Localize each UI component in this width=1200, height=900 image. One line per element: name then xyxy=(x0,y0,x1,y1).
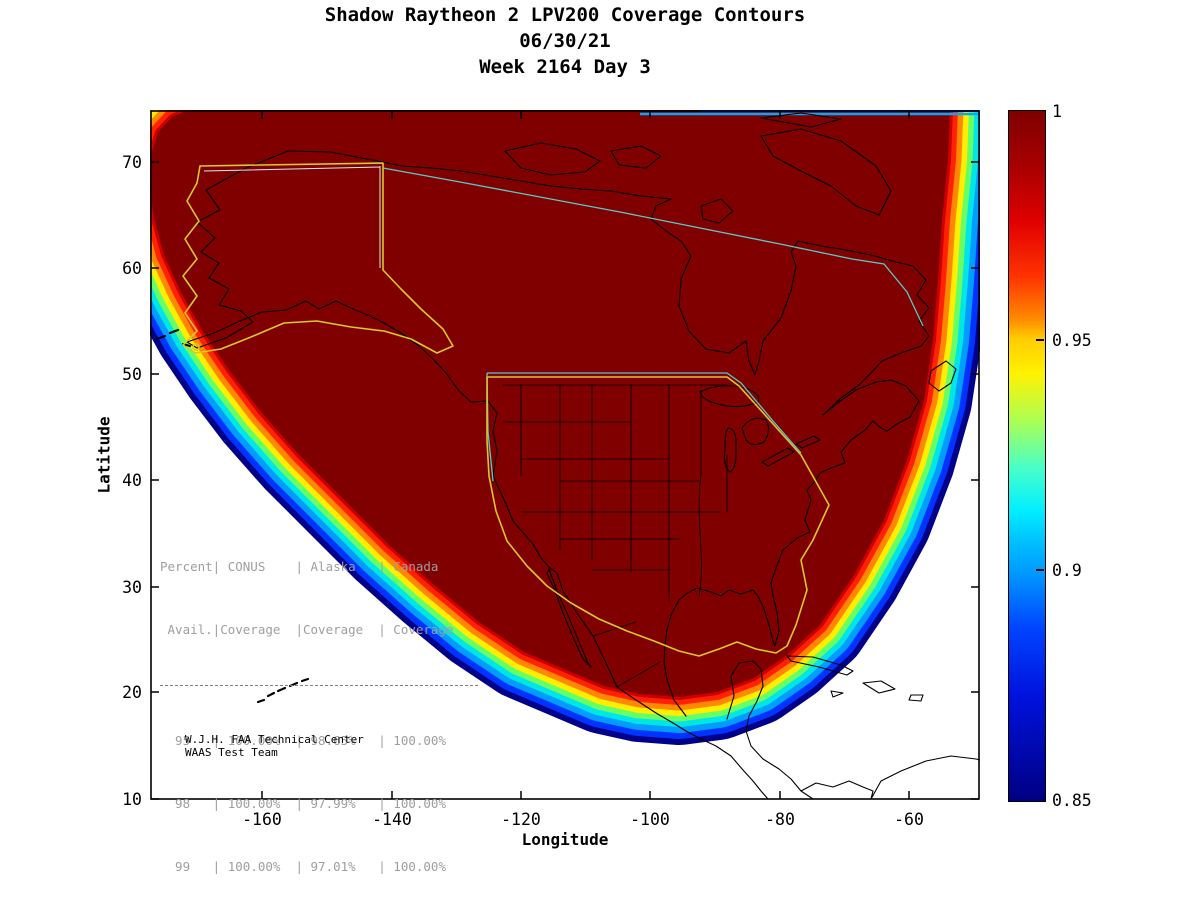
title-block: Shadow Raytheon 2 LPV200 Coverage Contou… xyxy=(150,2,980,80)
x-tick-label: -100 xyxy=(630,810,670,829)
table-row: 99 | 100.00% | 97.01% | 100.00% xyxy=(160,859,446,874)
y-axis-label: Latitude xyxy=(94,416,114,494)
y-tick-label: 60 xyxy=(122,259,142,278)
overlay-line-canada xyxy=(382,167,924,327)
colorbar-tick xyxy=(1036,339,1044,341)
islands-hawaii xyxy=(256,677,310,704)
x-tick-label: -60 xyxy=(894,810,924,829)
coastline-gulf-east-canada xyxy=(382,161,930,717)
y-tick-label: 70 xyxy=(122,153,142,172)
state-borders xyxy=(503,384,728,688)
x-tick-label: -140 xyxy=(372,810,412,829)
y-tick-label: 50 xyxy=(122,365,142,384)
table-row: 98 | 100.00% | 97.99% | 100.00% xyxy=(160,796,446,811)
x-tick-label: -120 xyxy=(501,810,541,829)
credit-block: W.J.H. FAA Technical Center WAAS Test Te… xyxy=(185,733,364,759)
colorbar-label: 0.85 xyxy=(1052,791,1092,810)
service-volume-alaska xyxy=(182,162,454,354)
axis-ticks xyxy=(151,111,979,800)
coastline-great-lakes xyxy=(699,385,821,473)
credit-line2: WAAS Test Team xyxy=(185,746,278,759)
colorbar-label: 1 xyxy=(1052,102,1062,121)
colorbar-label: 0.9 xyxy=(1052,561,1082,580)
coastline-caribbean xyxy=(726,655,980,800)
chart-title: Shadow Raytheon 2 LPV200 Coverage Contou… xyxy=(324,4,806,26)
x-axis-label: Longitude xyxy=(521,830,609,849)
y-tick-label: 10 xyxy=(122,790,142,809)
colorbar-tick xyxy=(1036,569,1044,571)
table-divider xyxy=(160,685,478,686)
coverage-map xyxy=(150,110,980,800)
table-header-row1: Percent| CONUS | Alaska | Canada xyxy=(160,559,439,574)
colorbar xyxy=(1008,110,1046,802)
table-header-row2: Avail.|Coverage |Coverage | Coverage xyxy=(160,622,454,637)
y-tick-label: 30 xyxy=(122,578,142,597)
overlay-line-alaska xyxy=(203,166,381,268)
colorbar-label: 0.95 xyxy=(1052,331,1092,350)
service-volume-marker xyxy=(192,343,200,351)
coastline-baja xyxy=(546,568,592,668)
y-tick-label: 20 xyxy=(122,683,142,702)
table-row: 95 | 100.00% | 98.65% | 100.00% xyxy=(160,733,446,748)
x-tick-label: -80 xyxy=(765,810,795,829)
availability-table: Percent| CONUS | Alaska | Canada Avail.|… xyxy=(160,514,478,900)
coastline-mainland xyxy=(186,150,769,800)
coastline-arctic-islands xyxy=(504,112,957,392)
x-tick-label: -160 xyxy=(242,810,282,829)
chart-subtitle-week: Week 2164 Day 3 xyxy=(479,56,651,78)
service-volume-conus xyxy=(486,376,830,657)
credit-line1: W.J.H. FAA Technical Center xyxy=(185,733,364,746)
chart-subtitle-date: 06/30/21 xyxy=(519,30,611,52)
y-tick-label: 40 xyxy=(122,471,142,490)
plot-frame xyxy=(150,110,980,800)
